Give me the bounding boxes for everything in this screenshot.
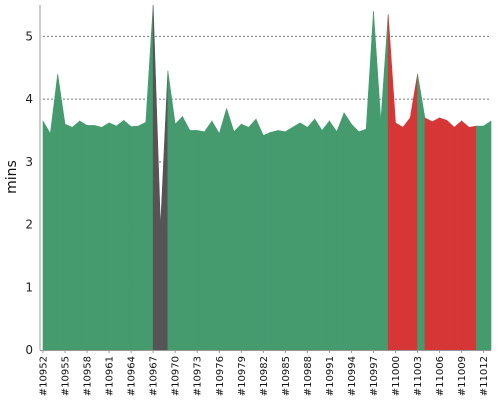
build-10967-segment (152, 4, 161, 351)
build-10984-segment (277, 130, 286, 351)
duration-areas (42, 4, 492, 351)
x-tick-label: #11000 (391, 356, 402, 396)
build-10983-segment (270, 130, 279, 351)
build-10972-segment (189, 130, 198, 351)
build-11000-segment (395, 122, 404, 351)
x-tick-label: #10964 (127, 356, 138, 396)
build-10971-segment (182, 116, 191, 351)
build-10963-segment (123, 119, 132, 351)
build-11003-segment (417, 73, 426, 351)
x-tick-label: #10961 (105, 356, 116, 396)
x-tick-label: #10991 (325, 356, 336, 396)
x-tick-label: #10970 (171, 356, 182, 396)
build-10964-segment (130, 125, 139, 351)
x-tick-label: #10952 (39, 356, 50, 396)
build-11011-segment (476, 125, 484, 351)
x-tick-label: #10955 (61, 356, 72, 396)
y-axis-label: mins (4, 160, 20, 194)
build-10966-segment (145, 4, 154, 351)
build-11005-segment (431, 117, 440, 351)
build-11012-segment (483, 120, 492, 351)
build-11007-segment (446, 119, 455, 351)
build-10987-segment (299, 122, 308, 351)
build-10992-segment (336, 112, 345, 351)
x-tick-label: #10988 (303, 356, 314, 396)
build-10959-segment (94, 125, 103, 351)
build-10970-segment (174, 115, 183, 351)
build-10975-segment (211, 119, 220, 351)
build-10976-segment (218, 108, 227, 351)
build-10955-segment (64, 123, 73, 351)
x-tick-label: #10976 (215, 356, 226, 396)
build-10980-segment (248, 118, 257, 351)
build-10979-segment (241, 123, 249, 351)
x-tick-label: #11006 (435, 356, 446, 396)
y-tick-label: 3 (25, 155, 33, 169)
build-10961-segment (108, 122, 117, 351)
build-10956-segment (72, 120, 81, 351)
build-10958-segment (86, 125, 95, 351)
build-10993-segment (343, 111, 352, 351)
build-10994-segment (351, 123, 360, 351)
build-10953-segment (50, 73, 58, 351)
build-10991-segment (329, 120, 338, 351)
build-10989-segment (314, 118, 323, 351)
x-tick-labels: #10952 #10955 #10958 #10961 #10964 #10967 #109… (39, 350, 490, 396)
build-11010-segment (468, 125, 477, 351)
build-11008-segment (453, 120, 462, 351)
build-10952-segment (42, 119, 51, 351)
x-tick-label: #11009 (457, 356, 468, 396)
x-tick-label: #10958 (83, 356, 94, 396)
y-tick-label: 2 (25, 218, 33, 232)
build-11002-segment (409, 73, 418, 351)
x-tick-label: #11003 (413, 356, 424, 396)
build-10974-segment (204, 120, 213, 351)
build-10988-segment (307, 118, 316, 351)
build-11009-segment (461, 120, 470, 351)
x-tick-label: #10979 (237, 356, 248, 396)
y-tick-label: 0 (25, 343, 33, 357)
build-11004-segment (424, 117, 433, 351)
build-10985-segment (285, 126, 294, 351)
y-tick-label: 1 (25, 280, 33, 294)
build-10965-segment (138, 121, 147, 351)
build-10968-segment (160, 70, 169, 351)
y-tick-labels: 0 1 2 3 4 5 (25, 29, 33, 357)
build-10962-segment (116, 119, 125, 351)
build-10960-segment (101, 122, 110, 351)
build-10998-segment (380, 14, 389, 351)
x-tick-label: #10973 (193, 356, 204, 396)
y-tick-label: 4 (25, 92, 33, 106)
x-tick-label: #10985 (281, 356, 292, 396)
build-10996-segment (365, 11, 374, 351)
x-tick-label: #10982 (259, 356, 270, 396)
build-11006-segment (439, 117, 448, 351)
build-10982-segment (263, 131, 271, 351)
axes (39, 5, 491, 351)
build-10990-segment (321, 120, 330, 351)
build-10995-segment (358, 128, 367, 351)
build-10978-segment (233, 123, 242, 351)
build-10957-segment (79, 120, 88, 351)
x-tick-label: #10994 (347, 356, 358, 396)
build-11001-segment (402, 117, 411, 351)
build-10981-segment (255, 119, 264, 351)
build-10999-segment (387, 14, 396, 351)
build-10977-segment (226, 108, 235, 351)
x-tick-label: #10997 (369, 356, 380, 396)
x-tick-label: #10967 (149, 356, 160, 396)
build-10973-segment (196, 130, 205, 351)
build-10986-segment (292, 122, 301, 351)
y-tick-label: 5 (25, 29, 33, 43)
build-10997-segment (373, 11, 382, 351)
x-tick-label: #11012 (479, 356, 490, 396)
build-10954-segment (57, 73, 66, 351)
build-10969-segment (167, 70, 176, 351)
